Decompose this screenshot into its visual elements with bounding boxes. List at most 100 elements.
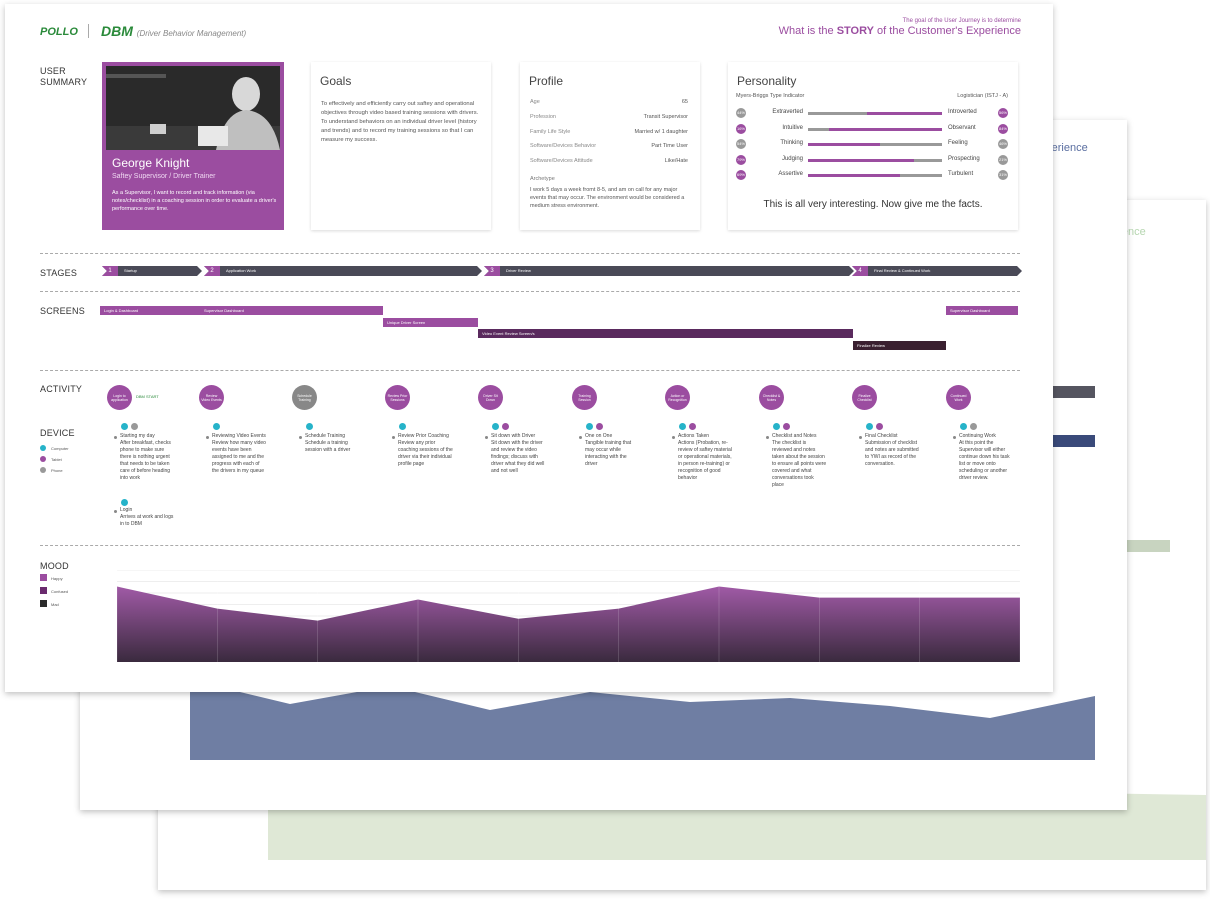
device-dot: [596, 423, 603, 430]
section-mood: MOOD: [40, 561, 69, 571]
device-dot: [679, 423, 686, 430]
trait-bar: [808, 112, 942, 115]
device-dot: [866, 423, 873, 430]
device-dot: [960, 423, 967, 430]
section-stages: STAGES: [40, 268, 78, 278]
personality-title: Personality: [737, 74, 797, 88]
profile-value: 65: [681, 99, 688, 105]
section-screens: SCREENS: [40, 306, 85, 316]
divider: [40, 545, 1020, 546]
mood-legend-swatch: [40, 587, 47, 594]
screen-segment: Login & Dashboard: [100, 306, 200, 315]
device-legend-label: Phone: [51, 468, 63, 473]
screen-segment: Supervisor Dashboard: [200, 306, 383, 315]
tagline-pre: What is the: [778, 25, 837, 37]
activity-circle: Schedule Training: [292, 385, 317, 410]
profile-value: Part Time User: [651, 143, 688, 149]
device-dot: [131, 423, 138, 430]
device-dot: [970, 423, 977, 430]
trait-right-percent: 21%: [998, 154, 1008, 165]
device-legend-label: Computer: [51, 446, 69, 451]
screen-segment: Supervisor Dashboard: [946, 306, 1018, 315]
trait-bar-fill: [808, 174, 901, 177]
trait-right-percent: 84%: [998, 123, 1008, 134]
screen-segment: Video Event Review Screen/s: [478, 329, 853, 338]
tagline-post: of the Customer's Experience: [873, 25, 1021, 37]
device-legend-label: Tablet: [51, 457, 62, 462]
header-divider: [88, 24, 89, 38]
trait-bar-fill: [866, 112, 942, 115]
mood-legend-swatch: [40, 574, 47, 581]
tagline-small: The goal of the User Journey is to deter…: [902, 18, 1021, 24]
trait-left-label: Intuitive: [782, 124, 803, 131]
stage-label: Driver Review: [506, 268, 531, 273]
trait-left-label: Assertive: [778, 171, 803, 177]
app-name: DBM: [101, 23, 133, 39]
device-dot: [306, 423, 313, 430]
activity-text: Continuing Work At this point the Superv…: [953, 433, 1014, 482]
facts-statement: This is all very interesting. Now give m…: [763, 199, 983, 210]
profile-key: Family Life Style: [530, 129, 571, 135]
trait-right-percent: 56%: [998, 108, 1008, 118]
device-legend-dot: [40, 456, 46, 462]
activity-circle: Continued Work: [946, 385, 971, 410]
trait-bar-fill: [808, 158, 914, 162]
profile-card: Profile Age 65 Profession Transit Supervis…: [520, 62, 700, 230]
device-dot: [399, 423, 406, 430]
stage-number: 3: [484, 266, 500, 276]
persona-role: Saftey Supervisor / Driver Trainer: [112, 173, 216, 180]
persona-photo-image: [106, 66, 280, 150]
activity-text: Starting my day After breakfast, checks …: [114, 433, 175, 482]
mood-chart: [117, 570, 1020, 662]
stage-label: Application Work: [226, 268, 256, 273]
activity-circle: Review Video Events: [199, 385, 224, 410]
profile-row: Software/Devices Behavior Part Time User: [530, 143, 688, 149]
device-dot: [213, 423, 220, 430]
activity-text: One on One Tangible training that may oc…: [579, 433, 640, 468]
profile-row: Family Life Style Married w/ 1 daughter: [530, 129, 688, 135]
divider: [40, 370, 1020, 371]
screen-segment: Unique Driver Screen: [383, 318, 478, 327]
device-dot: [121, 499, 128, 506]
activity-circle: Training Session: [572, 385, 597, 410]
activity-text: Review Prior Coaching Review any prior c…: [392, 433, 453, 467]
stage-segment: 3 Driver Review: [484, 266, 854, 276]
goals-card: Goals To effectively and efficiently car…: [311, 62, 491, 230]
trait-left-percent: 44%: [736, 108, 746, 118]
profile-value: Married w/ 1 daughter: [634, 129, 689, 135]
trait-right-label: Prospecting: [948, 155, 980, 162]
trait-right-label: Turbulent: [948, 171, 974, 177]
archetype-text: I work 5 days a week fromt 8-5, and am o…: [530, 187, 685, 209]
profile-value: Transit Supervisor: [643, 114, 688, 120]
device-legend-dot: [40, 467, 46, 473]
trait-row: 16% Intuitive Observant 84%: [736, 123, 1008, 134]
activity-circle: Finalize Checklist: [852, 385, 877, 410]
device-dot: [492, 423, 499, 430]
trait-row: 44% Extraverted Introverted 56%: [736, 108, 1008, 118]
profile-key: Profession: [530, 114, 556, 120]
persona-name: George Knight: [112, 156, 190, 170]
trait-bar: [808, 143, 942, 146]
device-dot: [121, 423, 128, 430]
mood-legend-label: Happy: [51, 576, 63, 581]
trait-bar-fill: [829, 127, 942, 131]
device-dot: [876, 423, 883, 430]
trait-right-percent: 46%: [998, 139, 1008, 149]
trait-bar: [808, 127, 942, 131]
activity-circle: Action or Recognition: [665, 385, 690, 410]
trait-left-percent: 69%: [736, 170, 746, 180]
stage-number: 1: [102, 266, 118, 276]
divider: [40, 253, 1020, 254]
mbti-indicator-label: Myers-Briggs Type Indicator: [736, 93, 805, 99]
stage-label: Final Review & Continued Work: [874, 268, 931, 273]
dbm-start-label: DBM START: [136, 394, 159, 399]
profile-row: Profession Transit Supervisor: [530, 114, 688, 120]
app-subtitle: (Driver Behavior Management): [136, 29, 247, 38]
tagline-bold: STORY: [836, 25, 874, 37]
device-dot: [502, 423, 509, 430]
device-dot: [773, 423, 780, 430]
activity-text: Sit down with Driver Sit down with the d…: [485, 433, 545, 474]
section-activity: ACTIVITY: [40, 384, 83, 394]
device-dot: [689, 423, 696, 430]
